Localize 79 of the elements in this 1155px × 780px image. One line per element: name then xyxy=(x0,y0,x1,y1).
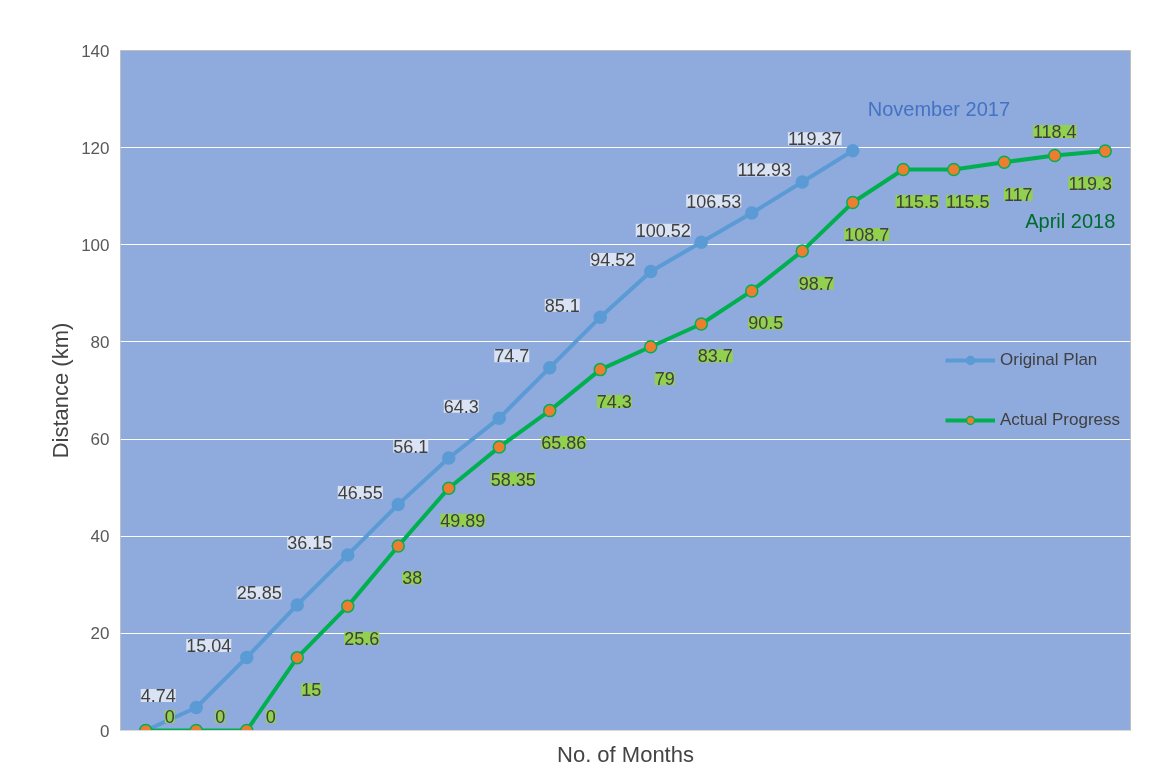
point xyxy=(694,317,708,331)
data-label: 15 xyxy=(301,680,322,701)
point xyxy=(341,548,355,562)
y-tick-label: 80 xyxy=(90,332,110,352)
point xyxy=(997,155,1011,169)
y-tick-label: 20 xyxy=(90,624,110,644)
x-axis-title: No. of Months xyxy=(557,741,694,767)
y-tick-label: 140 xyxy=(81,41,110,61)
point xyxy=(240,650,254,665)
data-label: 108.7 xyxy=(844,225,890,246)
y-tick-label: 40 xyxy=(90,527,110,547)
point xyxy=(492,411,506,425)
legend-label: Actual Progress xyxy=(1000,410,1120,430)
point xyxy=(795,244,809,258)
y-tick-label: 60 xyxy=(90,430,110,450)
data-label: 83.7 xyxy=(697,346,733,367)
data-label: 49.89 xyxy=(440,510,486,531)
data-label: 4.74 xyxy=(140,685,176,706)
data-label: 46.55 xyxy=(337,482,383,503)
point xyxy=(442,451,456,465)
point xyxy=(543,360,557,375)
y-tick-label: 120 xyxy=(81,138,110,158)
data-label: 38 xyxy=(402,568,423,589)
data-label: 94.52 xyxy=(590,249,636,270)
point xyxy=(694,235,708,249)
point xyxy=(492,440,506,454)
data-label: 115.5 xyxy=(895,192,940,212)
data-label: 0 xyxy=(164,707,175,727)
point xyxy=(947,162,961,177)
data-label: 74.7 xyxy=(494,346,530,367)
data-label: 25.6 xyxy=(344,628,380,649)
annotation: November 2017 xyxy=(867,97,1011,120)
point xyxy=(745,206,759,220)
point xyxy=(341,599,355,613)
data-label: 90.5 xyxy=(748,313,784,334)
data-label: 0 xyxy=(215,707,226,727)
point xyxy=(593,362,607,377)
data-label: 119.37 xyxy=(787,129,842,150)
point xyxy=(543,403,557,418)
point xyxy=(593,310,607,324)
point xyxy=(290,598,304,612)
data-label: 74.3 xyxy=(596,392,632,413)
data-label: 0 xyxy=(265,707,276,727)
point xyxy=(846,143,860,158)
point xyxy=(391,539,405,553)
data-label: 25.85 xyxy=(236,583,282,604)
point xyxy=(795,175,809,189)
point xyxy=(896,162,910,177)
point xyxy=(846,195,860,210)
point xyxy=(1098,144,1112,158)
data-label: 115.5 xyxy=(945,192,990,212)
data-label: 64.3 xyxy=(443,396,479,417)
data-label: 118.4 xyxy=(1032,121,1077,142)
point xyxy=(391,497,405,512)
point xyxy=(189,700,203,715)
data-label: 56.1 xyxy=(393,436,429,457)
point xyxy=(644,340,658,354)
data-label: 85.1 xyxy=(544,295,580,316)
data-label: 112.93 xyxy=(737,160,792,181)
data-label: 15.04 xyxy=(186,635,232,656)
y-tick-label: 100 xyxy=(81,235,110,255)
legend-label: Original Plan xyxy=(1000,350,1098,370)
data-label: 79 xyxy=(654,369,675,390)
point xyxy=(745,284,759,298)
point xyxy=(290,650,304,665)
y-axis-title: Distance (km) xyxy=(48,322,74,459)
point xyxy=(1048,148,1062,163)
data-label: 36.15 xyxy=(287,533,333,554)
data-label: 119.3 xyxy=(1068,173,1113,194)
data-label: 98.7 xyxy=(798,273,834,294)
data-label: 106.53 xyxy=(686,191,742,212)
data-label: 117 xyxy=(1003,184,1033,205)
annotation: April 2018 xyxy=(1025,210,1116,233)
data-label: 58.35 xyxy=(490,469,536,490)
point xyxy=(644,264,658,279)
y-tick-label: 0 xyxy=(100,721,110,741)
data-label: 65.86 xyxy=(541,433,587,454)
point xyxy=(442,481,456,495)
data-label: 100.52 xyxy=(635,220,691,241)
